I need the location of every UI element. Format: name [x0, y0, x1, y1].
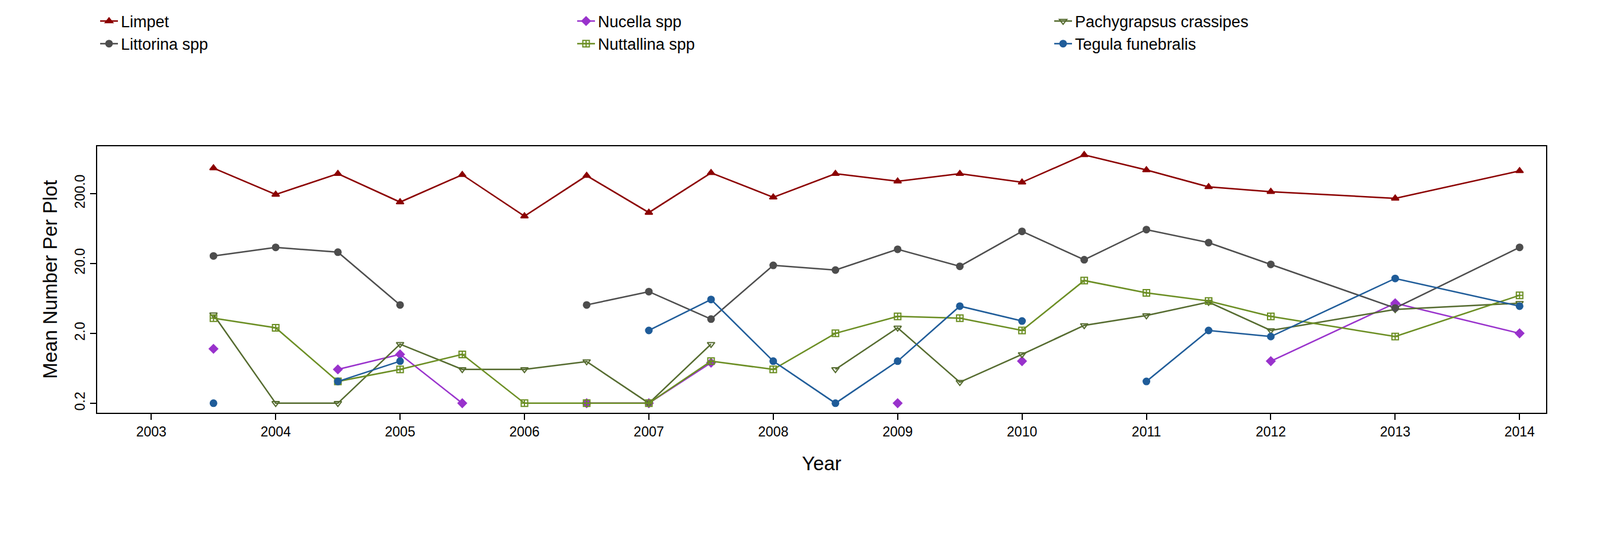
svg-text:Mean Number Per Plot: Mean Number Per Plot — [39, 180, 62, 380]
svg-text:2013: 2013 — [1380, 424, 1411, 440]
svg-text:Nuttallina spp: Nuttallina spp — [597, 35, 696, 54]
svg-text:Nucella spp: Nucella spp — [597, 13, 682, 31]
svg-text:200.0: 200.0 — [72, 174, 88, 210]
svg-text:2012: 2012 — [1255, 424, 1286, 440]
svg-text:2006: 2006 — [509, 424, 540, 440]
svg-text:Limpet: Limpet — [120, 13, 170, 31]
svg-text:Tegula funebralis: Tegula funebralis — [1074, 35, 1196, 54]
svg-text:2.0: 2.0 — [72, 321, 88, 341]
svg-text:2003: 2003 — [136, 424, 167, 440]
svg-text:2011: 2011 — [1131, 424, 1161, 440]
svg-text:2009: 2009 — [882, 424, 913, 440]
svg-text:2010: 2010 — [1006, 424, 1038, 440]
svg-text:Year: Year — [801, 452, 842, 475]
svg-text:Littorina spp: Littorina spp — [120, 35, 208, 54]
svg-text:2004: 2004 — [260, 424, 291, 440]
svg-text:Pachygrapsus crassipes: Pachygrapsus crassipes — [1074, 13, 1249, 31]
svg-text:2005: 2005 — [385, 424, 416, 440]
svg-text:0.2: 0.2 — [72, 391, 88, 411]
svg-text:2008: 2008 — [757, 424, 789, 440]
svg-text:2007: 2007 — [633, 424, 664, 440]
svg-text:20.0: 20.0 — [72, 248, 88, 275]
svg-text:2014: 2014 — [1504, 424, 1535, 440]
